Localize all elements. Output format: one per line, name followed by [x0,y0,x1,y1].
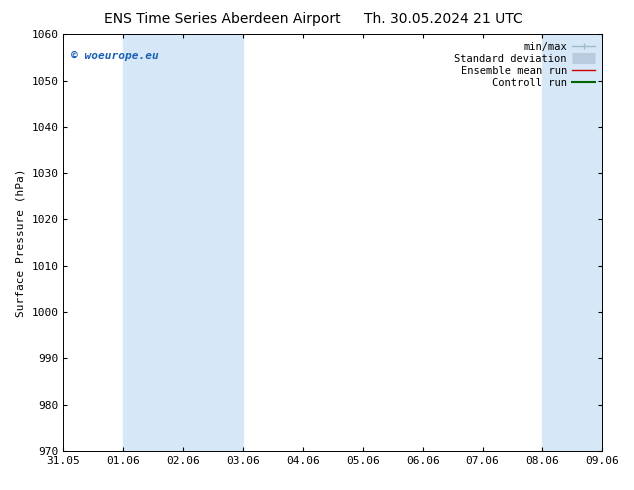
Text: © woeurope.eu: © woeurope.eu [72,51,159,61]
Legend: min/max, Standard deviation, Ensemble mean run, Controll run: min/max, Standard deviation, Ensemble me… [452,40,597,90]
Bar [543,34,634,451]
Bar [123,34,243,451]
Text: ENS Time Series Aberdeen Airport: ENS Time Series Aberdeen Airport [103,12,340,26]
Text: Th. 30.05.2024 21 UTC: Th. 30.05.2024 21 UTC [365,12,523,26]
Y-axis label: Surface Pressure (hPa): Surface Pressure (hPa) [16,168,26,317]
